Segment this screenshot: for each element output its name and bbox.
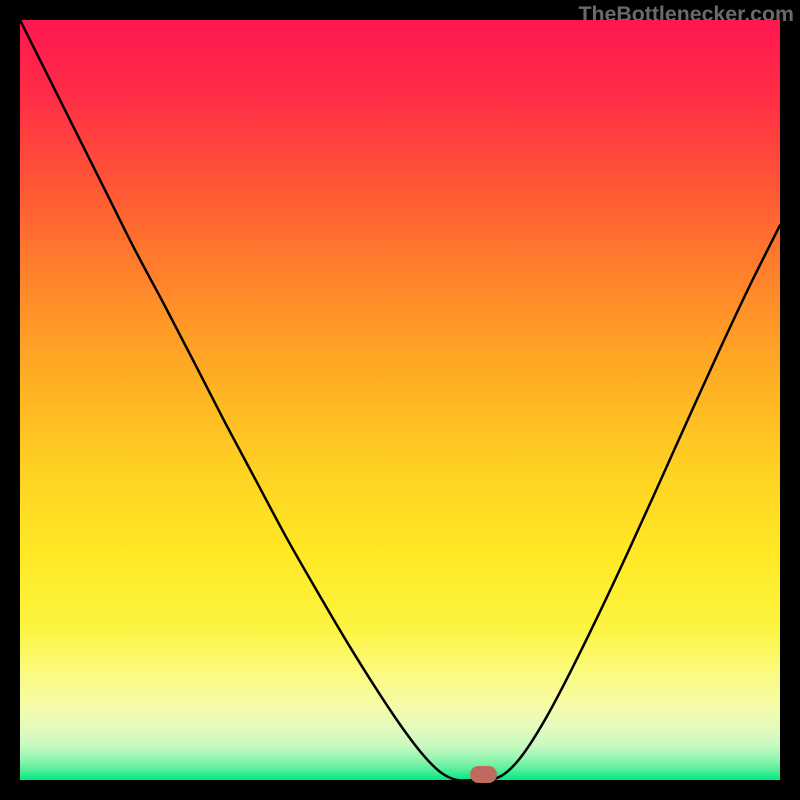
chart-frame: TheBottlenecker.com	[0, 0, 800, 800]
plot-area	[20, 20, 780, 780]
optimum-marker	[470, 766, 497, 783]
gradient-background	[20, 20, 780, 780]
bottleneck-curve	[20, 20, 780, 780]
